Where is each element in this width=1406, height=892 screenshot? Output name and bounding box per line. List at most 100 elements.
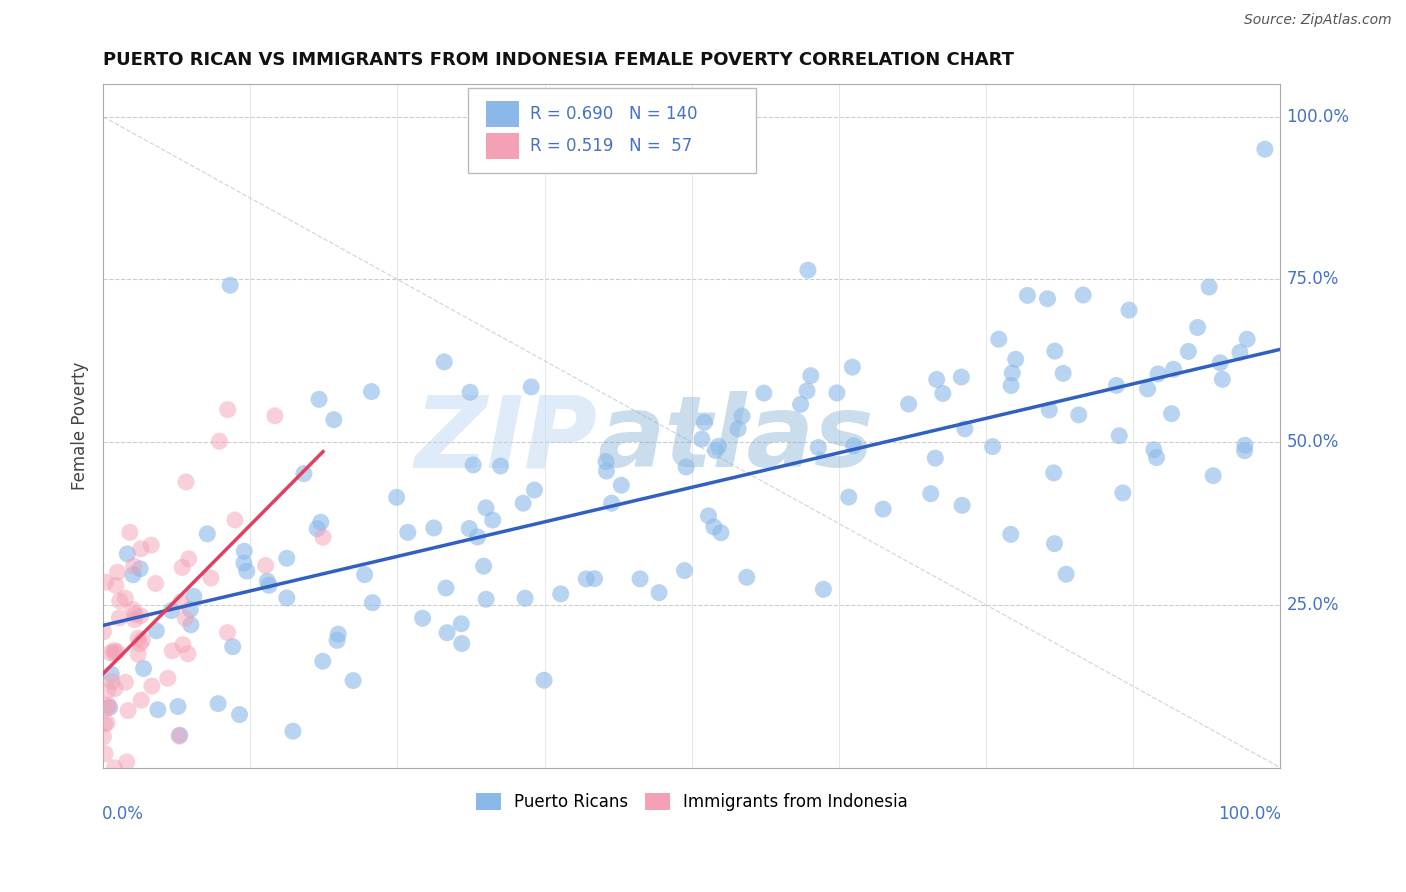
- Point: [307, 522, 329, 536]
- Point: [224, 513, 246, 527]
- Point: [114, 675, 136, 690]
- Point: [595, 464, 617, 478]
- Point: [450, 636, 472, 650]
- Point: [103, 646, 125, 660]
- Point: [174, 475, 197, 489]
- Point: [1052, 367, 1074, 381]
- Point: [117, 547, 139, 561]
- Point: [281, 724, 304, 739]
- Point: [328, 627, 350, 641]
- Point: [796, 384, 818, 398]
- Point: [475, 592, 498, 607]
- Point: [1146, 450, 1168, 465]
- Point: [177, 647, 200, 661]
- Point: [920, 486, 942, 500]
- Point: [841, 360, 863, 375]
- Point: [475, 500, 498, 515]
- Point: [94, 747, 117, 761]
- FancyBboxPatch shape: [485, 101, 519, 128]
- Point: [292, 467, 315, 481]
- Point: [124, 607, 146, 622]
- Point: [100, 667, 122, 681]
- Point: [704, 443, 727, 458]
- Point: [170, 595, 193, 609]
- Point: [872, 502, 894, 516]
- Point: [254, 558, 277, 573]
- Point: [628, 572, 651, 586]
- Legend: Puerto Ricans, Immigrants from Indonesia: Puerto Ricans, Immigrants from Indonesia: [470, 786, 914, 817]
- Point: [1236, 332, 1258, 346]
- Point: [690, 432, 713, 446]
- Point: [97, 698, 120, 712]
- Point: [648, 585, 671, 599]
- Point: [167, 699, 190, 714]
- Point: [93, 624, 115, 639]
- Point: [1000, 378, 1022, 392]
- Point: [1071, 288, 1094, 302]
- Point: [122, 558, 145, 573]
- Point: [463, 458, 485, 472]
- Point: [1254, 142, 1277, 156]
- Point: [953, 422, 976, 436]
- Point: [735, 570, 758, 584]
- Point: [385, 491, 408, 505]
- Point: [276, 591, 298, 605]
- Point: [98, 700, 121, 714]
- Point: [797, 263, 820, 277]
- Point: [1163, 362, 1185, 376]
- Point: [105, 645, 128, 659]
- Point: [129, 637, 152, 651]
- Text: 25.0%: 25.0%: [1286, 596, 1339, 614]
- Point: [103, 761, 125, 775]
- Point: [423, 521, 446, 535]
- Point: [100, 646, 122, 660]
- Point: [141, 679, 163, 693]
- Point: [104, 681, 127, 696]
- Point: [932, 386, 955, 401]
- Point: [512, 496, 534, 510]
- Point: [207, 697, 229, 711]
- Point: [326, 633, 349, 648]
- Point: [950, 370, 973, 384]
- Point: [533, 673, 555, 688]
- Point: [276, 551, 298, 566]
- Point: [1043, 344, 1066, 359]
- Point: [489, 458, 512, 473]
- Point: [156, 671, 179, 685]
- Point: [436, 625, 458, 640]
- Point: [1143, 442, 1166, 457]
- Text: R = 0.690   N = 140: R = 0.690 N = 140: [530, 105, 697, 123]
- Point: [707, 439, 730, 453]
- Point: [1187, 320, 1209, 334]
- Point: [129, 562, 152, 576]
- Point: [145, 624, 167, 638]
- Text: 100.0%: 100.0%: [1286, 108, 1350, 126]
- Point: [1000, 527, 1022, 541]
- Point: [1147, 367, 1170, 381]
- Text: ZIP: ZIP: [415, 391, 598, 488]
- Point: [107, 565, 129, 579]
- Point: [1202, 468, 1225, 483]
- Point: [1198, 280, 1220, 294]
- Point: [108, 594, 131, 608]
- Point: [100, 674, 122, 689]
- Point: [981, 440, 1004, 454]
- Point: [1036, 292, 1059, 306]
- Text: atlas: atlas: [598, 391, 875, 488]
- Point: [727, 422, 749, 436]
- Point: [842, 439, 865, 453]
- Text: 75.0%: 75.0%: [1286, 270, 1339, 288]
- Point: [1118, 303, 1140, 318]
- Point: [1001, 366, 1024, 380]
- Point: [675, 460, 697, 475]
- Point: [97, 700, 120, 714]
- Point: [523, 483, 546, 497]
- Point: [93, 730, 115, 744]
- Point: [1136, 382, 1159, 396]
- Point: [132, 661, 155, 675]
- Point: [167, 729, 190, 743]
- Point: [513, 591, 536, 606]
- Point: [228, 707, 250, 722]
- Point: [312, 530, 335, 544]
- Point: [610, 478, 633, 492]
